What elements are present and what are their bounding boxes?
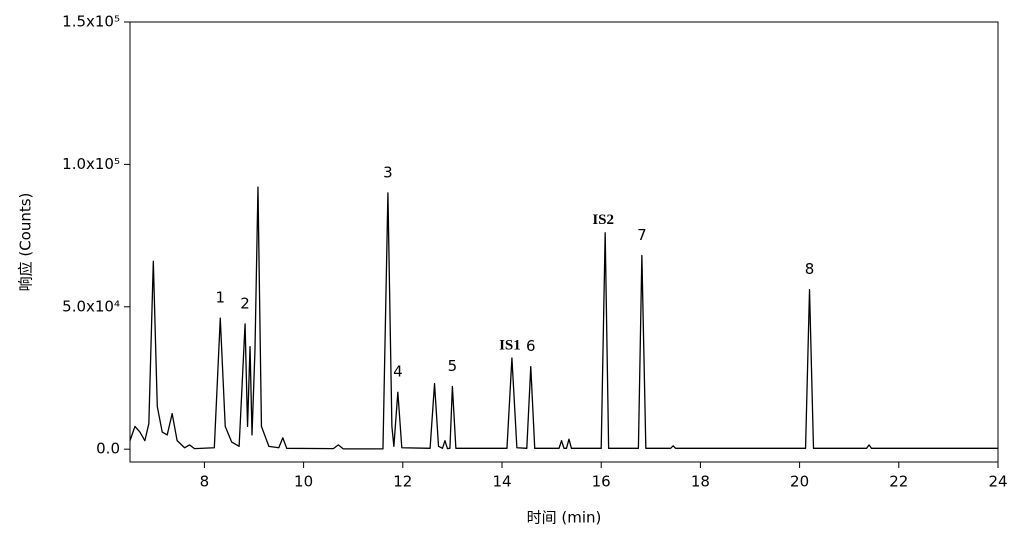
x-tick-label: 12: [393, 473, 412, 491]
x-tick-label: 18: [691, 473, 710, 491]
y-tick-label: 0.0: [96, 440, 120, 458]
peak-label: 4: [393, 363, 403, 381]
peak-label: IS2: [592, 212, 614, 228]
x-tick-label: 22: [889, 473, 908, 491]
x-tick-label: 24: [988, 473, 1007, 491]
plot-frame: [129, 21, 999, 463]
peak-label: 5: [448, 357, 458, 375]
x-tick-label: 10: [294, 473, 313, 491]
y-axis-label: 响应 (Counts): [17, 193, 35, 292]
x-tick-label: 16: [592, 473, 611, 491]
peak-label: IS1: [499, 337, 521, 353]
y-tick-label: 1.0x10⁵: [62, 155, 120, 173]
peak-label: 2: [240, 294, 250, 312]
peak-label: 8: [805, 260, 815, 278]
y-tick-label: 1.5x10⁵: [62, 13, 120, 31]
chromatogram-line: [129, 186, 998, 450]
peak-label: 3: [383, 163, 393, 181]
x-tick-label: 20: [790, 473, 809, 491]
x-axis-label: 时间 (min): [527, 509, 602, 527]
peak-label: 7: [637, 226, 647, 244]
x-tick-label: 8: [200, 473, 210, 491]
y-tick-label: 5.0x10⁴: [62, 297, 120, 315]
x-tick-label: 14: [492, 473, 511, 491]
peak-label: 1: [215, 289, 225, 307]
peak-label: 6: [526, 337, 536, 355]
